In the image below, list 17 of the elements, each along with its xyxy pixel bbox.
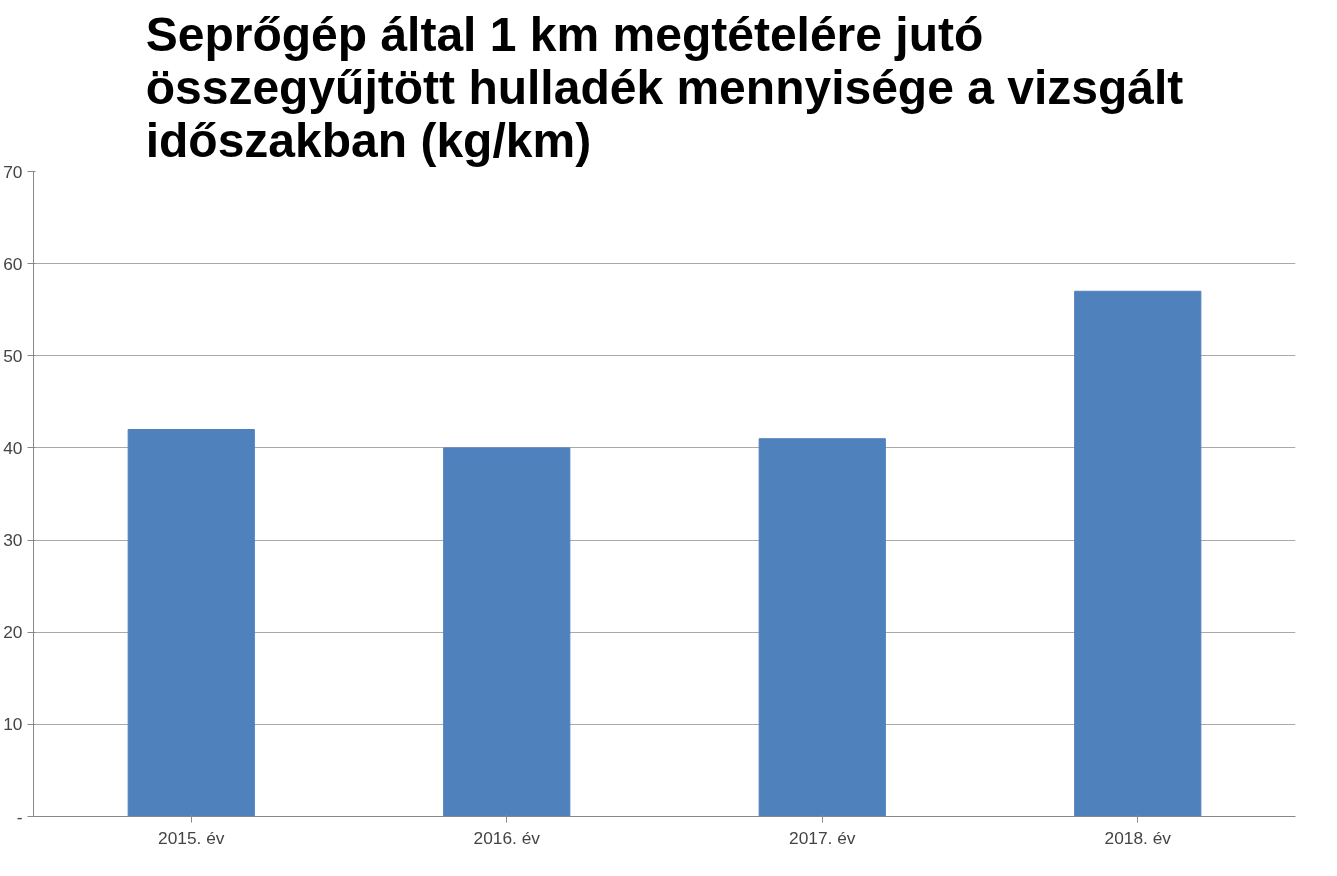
x-tick-label: 2015. év bbox=[158, 827, 225, 848]
y-tick-label: - bbox=[16, 806, 23, 827]
y-tick-label: 50 bbox=[3, 345, 23, 366]
y-tick-label: 60 bbox=[3, 253, 23, 274]
y-tick-label: 20 bbox=[3, 622, 23, 643]
bar bbox=[1074, 290, 1202, 817]
chart-title: Seprőgép által 1 km megtételére jutó összegyűjtött hulladék mennyisége a vizsgált időszakban (kg/km) bbox=[145, 7, 1184, 167]
x-tick-label: 2018. év bbox=[1104, 827, 1172, 848]
x-tick-label: 2017. év bbox=[789, 827, 856, 848]
bar bbox=[127, 429, 255, 817]
y-tick-label: 40 bbox=[3, 437, 23, 458]
y-tick-label: 30 bbox=[3, 530, 23, 551]
x-tick-label: 2016. év bbox=[473, 827, 541, 848]
bar bbox=[758, 438, 886, 817]
bar bbox=[443, 447, 571, 817]
y-tick-label: 10 bbox=[3, 714, 23, 735]
y-tick-label: 70 bbox=[3, 161, 23, 182]
